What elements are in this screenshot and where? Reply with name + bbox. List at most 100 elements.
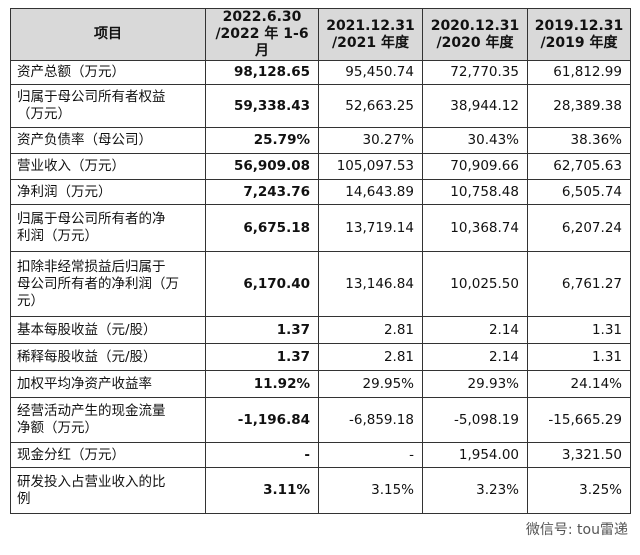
value-cell: 70,909.66	[422, 153, 528, 180]
value-cell: 1.31	[527, 343, 631, 371]
value-cell: 2.14	[422, 343, 528, 371]
value-cell: 61,812.99	[527, 60, 631, 85]
value-cell: 52,663.25	[318, 84, 423, 128]
value-cell: 28,389.38	[527, 84, 631, 128]
row-label: 资产负债率（母公司）	[10, 127, 206, 154]
value-cell: 1.31	[527, 316, 631, 344]
row-label: 净利润（万元）	[10, 179, 206, 205]
label-line: 研发投入占营业收入的比	[17, 473, 166, 490]
row-label: 加权平均净资产收益率	[10, 370, 206, 398]
label-line: 基本每股收益（元/股）	[17, 321, 157, 338]
label-line: 稀释每股收益（元/股）	[17, 348, 157, 365]
value-cell: 6,761.27	[527, 251, 631, 317]
value-cell: 10,368.74	[422, 204, 528, 252]
value-cell: 25.79%	[205, 127, 319, 154]
value-cell: 2.14	[422, 316, 528, 344]
label-line: 归属于母公司所有者权益	[17, 89, 166, 105]
table-row: 加权平均净资产收益率 11.92% 29.95% 29.93% 24.14%	[10, 370, 631, 398]
value-cell: -6,859.18	[318, 397, 423, 443]
value-cell: 6,505.74	[527, 179, 631, 205]
value-cell: 98,128.65	[205, 60, 319, 85]
value-cell: 95,450.74	[318, 60, 423, 85]
table-row: 经营活动产生的现金流量 净额（万元） -1,196.84 -6,859.18 -5,09…	[10, 397, 631, 443]
row-label: 经营活动产生的现金流量 净额（万元）	[10, 397, 206, 443]
row-label: 基本每股收益（元/股）	[10, 316, 206, 344]
row-label: 归属于母公司所有者权益 （万元）	[10, 84, 206, 128]
label-line: 例	[17, 490, 31, 507]
label-line: 利润（万元）	[17, 228, 98, 244]
value-cell: 1.37	[205, 316, 319, 344]
header-cell: 项目	[10, 8, 206, 61]
label-line: 扣除非经常损益后归属于	[17, 258, 166, 275]
value-cell: 7,243.76	[205, 179, 319, 205]
label-line: （万元）	[17, 106, 71, 122]
financial-table: 项目 2022.6.30 /2022 年 1-6 月 2021.12.31 /202…	[10, 8, 631, 514]
value-cell: 105,097.53	[318, 153, 423, 180]
label-line: 经营活动产生的现金流量	[17, 403, 166, 419]
value-cell: 29.93%	[422, 370, 528, 398]
value-cell: 6,675.18	[205, 204, 319, 252]
table-row: 扣除非经常损益后归属于 母公司所有者的净利润（万 元） 6,170.40 13,146.…	[10, 251, 631, 317]
table-row: 归属于母公司所有者权益 （万元） 59,338.43 52,663.25 38,944.…	[10, 84, 631, 128]
label-line: 净利润（万元）	[17, 183, 112, 200]
label-line: 资产负债率（母公司）	[17, 132, 152, 148]
label-line: 加权平均净资产收益率	[17, 375, 152, 392]
value-cell: -	[205, 442, 319, 468]
value-cell: 56,909.08	[205, 153, 319, 180]
header-cell: 2022.6.30 /2022 年 1-6 月	[205, 8, 319, 61]
value-cell: 6,207.24	[527, 204, 631, 252]
value-cell: 6,170.40	[205, 251, 319, 317]
table-row: 稀释每股收益（元/股） 1.37 2.81 2.14 1.31	[10, 343, 631, 371]
header-cell: 2019.12.31 /2019 年度	[527, 8, 631, 61]
value-cell: -	[318, 442, 423, 468]
row-label: 资产总额（万元）	[10, 60, 206, 85]
header-cell: 2020.12.31 /2020 年度	[422, 8, 528, 61]
value-cell: 3.25%	[527, 467, 631, 514]
value-cell: 2.81	[318, 343, 423, 371]
value-cell: 10,758.48	[422, 179, 528, 205]
row-label: 扣除非经常损益后归属于 母公司所有者的净利润（万 元）	[10, 251, 206, 317]
table-row: 资产总额（万元） 98,128.65 95,450.74 72,770.35 61,81…	[10, 60, 631, 85]
value-cell: -1,196.84	[205, 397, 319, 443]
table-row: 研发投入占营业收入的比例 3.11% 3.15% 3.23% 3.25%	[10, 467, 631, 514]
row-label: 营业收入（万元）	[10, 153, 206, 180]
row-label: 稀释每股收益（元/股）	[10, 343, 206, 371]
value-cell: 2.81	[318, 316, 423, 344]
value-cell: 38.36%	[527, 127, 631, 154]
label-line: 归属于母公司所有者的净	[17, 211, 166, 227]
value-cell: 13,146.84	[318, 251, 423, 317]
table-row: 基本每股收益（元/股） 1.37 2.81 2.14 1.31	[10, 316, 631, 344]
label-line: 净额（万元）	[17, 420, 98, 436]
value-cell: 30.43%	[422, 127, 528, 154]
row-label: 研发投入占营业收入的比例	[10, 467, 206, 514]
value-cell: 10,025.50	[422, 251, 528, 317]
value-cell: 13,719.14	[318, 204, 423, 252]
header-row: 项目 2022.6.30 /2022 年 1-6 月 2021.12.31 /202…	[10, 8, 631, 61]
label-line: 资产总额（万元）	[17, 64, 125, 80]
value-cell: 30.27%	[318, 127, 423, 154]
value-cell: 3.23%	[422, 467, 528, 514]
value-cell: 24.14%	[527, 370, 631, 398]
value-cell: 59,338.43	[205, 84, 319, 128]
value-cell: 3.11%	[205, 467, 319, 514]
table-row: 营业收入（万元） 56,909.08 105,097.53 70,909.66 62,7…	[10, 153, 631, 180]
label-line: 营业收入（万元）	[17, 158, 125, 174]
value-cell: 62,705.63	[527, 153, 631, 180]
value-cell: 11.92%	[205, 370, 319, 398]
label-line: 元）	[17, 292, 44, 309]
value-cell: 3.15%	[318, 467, 423, 514]
value-cell: -5,098.19	[422, 397, 528, 443]
header-cell: 2021.12.31 /2021 年度	[318, 8, 423, 61]
value-cell: 29.95%	[318, 370, 423, 398]
table-row: 净利润（万元） 7,243.76 14,643.89 10,758.48 6,505.7…	[10, 179, 631, 205]
row-label: 现金分红（万元）	[10, 442, 206, 468]
table-row: 归属于母公司所有者的净 利润（万元） 6,675.18 13,719.14 10,368…	[10, 204, 631, 252]
label-line: 母公司所有者的净利润（万	[17, 275, 179, 292]
table-row: 资产负债率（母公司） 25.79% 30.27% 30.43% 38.36%	[10, 127, 631, 154]
value-cell: 3,321.50	[527, 442, 631, 468]
row-label: 归属于母公司所有者的净 利润（万元）	[10, 204, 206, 252]
label-line: 现金分红（万元）	[17, 446, 125, 463]
value-cell: -15,665.29	[527, 397, 631, 443]
value-cell: 72,770.35	[422, 60, 528, 85]
